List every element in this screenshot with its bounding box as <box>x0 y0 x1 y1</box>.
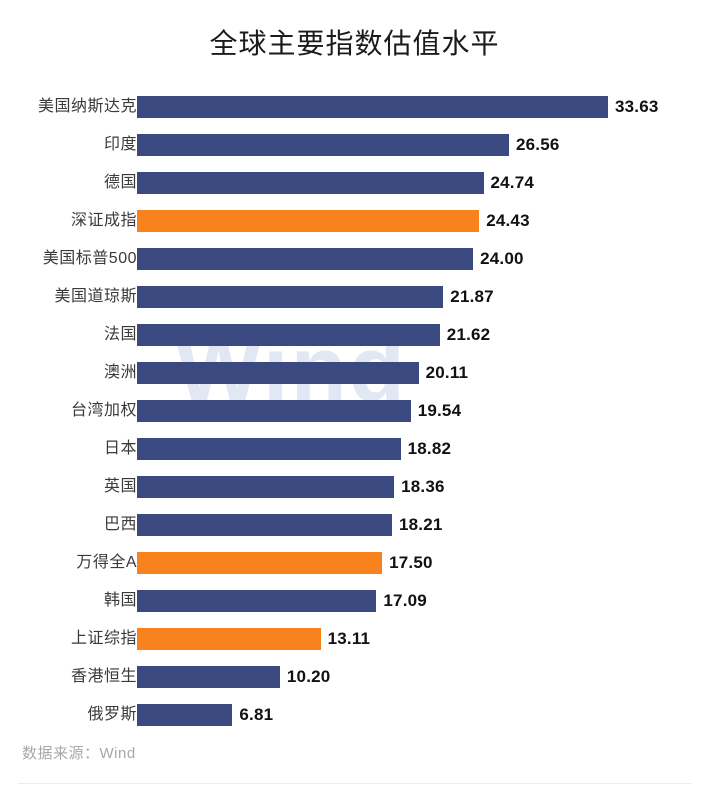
bar-row: 德国 24.74 <box>0 164 709 202</box>
bar <box>137 286 444 308</box>
bar-category-label: 上证综指 <box>70 630 137 647</box>
bar-value-label: 26.56 <box>516 135 560 154</box>
bar-category-label: 台湾加权 <box>70 402 137 419</box>
bar <box>137 248 474 270</box>
bar-category-label: 美国纳斯达克 <box>37 98 137 115</box>
bar-value-label: 24.43 <box>486 211 530 230</box>
bar-value-label: 33.63 <box>615 97 659 116</box>
bar-category-label: 韩国 <box>103 592 137 609</box>
bar-value-label: 18.82 <box>407 439 452 458</box>
bar-category-label: 美国道琼斯 <box>54 288 137 305</box>
bar-track: 18.36 <box>137 476 697 498</box>
bar <box>137 476 395 498</box>
bar-category-label: 美国标普500 <box>42 250 137 267</box>
bar-row: 澳洲 20.11 <box>0 354 709 392</box>
bar-category-label: 巴西 <box>103 516 137 533</box>
bar-value-label: 21.87 <box>450 287 494 306</box>
bar-value-label: 21.62 <box>446 325 491 344</box>
bar-highlighted <box>137 628 321 650</box>
bar <box>137 134 509 156</box>
bar <box>137 704 233 726</box>
bar-track: 21.62 <box>137 324 697 346</box>
bar-category-label: 俄罗斯 <box>87 706 137 723</box>
bar <box>137 514 392 536</box>
bar-category-label: 法国 <box>103 326 137 343</box>
bar-track: 24.43 <box>137 210 697 232</box>
bar-row: 俄罗斯 6.81 <box>0 696 709 734</box>
bar <box>137 362 419 384</box>
bar-track: 24.00 <box>137 248 697 270</box>
chart-title: 全球主要指数估值水平 <box>209 28 500 59</box>
bar-category-label: 英国 <box>103 478 137 495</box>
bottom-divider <box>18 783 691 784</box>
bar-row: 日本 18.82 <box>0 430 709 468</box>
bar-row: 美国纳斯达克 33.63 <box>0 88 709 126</box>
bar-track: 10.20 <box>137 666 697 688</box>
bar-track: 18.82 <box>137 438 697 460</box>
bar <box>137 666 280 688</box>
bar-value-label: 24.74 <box>490 173 535 192</box>
bar <box>137 438 401 460</box>
bar-category-label: 澳洲 <box>103 364 137 381</box>
bar-track: 13.11 <box>137 628 697 650</box>
bar-row: 韩国 17.09 <box>0 582 709 620</box>
bar <box>137 96 608 118</box>
bar-value-label: 17.09 <box>383 591 427 610</box>
bar-value-label: 6.81 <box>239 705 274 724</box>
bar-highlighted <box>137 552 383 574</box>
bar-value-label: 24.00 <box>480 249 524 268</box>
bar-value-label: 18.21 <box>399 515 443 534</box>
bar-track: 19.54 <box>137 400 697 422</box>
bar-category-label: 日本 <box>103 440 137 457</box>
bar-row: 万得全A 17.50 <box>0 544 709 582</box>
bar-value-label: 19.54 <box>417 401 462 420</box>
bar-track: 33.63 <box>137 96 697 118</box>
bar-track: 17.09 <box>137 590 697 612</box>
bar-row: 巴西 18.21 <box>0 506 709 544</box>
bar-value-label: 17.50 <box>389 553 433 572</box>
bar-value-label: 20.11 <box>425 363 469 382</box>
bar-row: 深证成指 24.43 <box>0 202 709 240</box>
bar-track: 26.56 <box>137 134 697 156</box>
bar-track: 17.50 <box>137 552 697 574</box>
bar-value-label: 18.36 <box>401 477 445 496</box>
bar-chart-plot-area: 美国纳斯达克 33.63 印度 26.56 德国 24.74 深证成指 24.43 美国标普50… <box>0 88 709 726</box>
bar-track: 20.11 <box>137 362 697 384</box>
bar-track: 18.21 <box>137 514 697 536</box>
bar <box>137 172 484 194</box>
bar-row: 台湾加权 19.54 <box>0 392 709 430</box>
bar-row: 美国标普500 24.00 <box>0 240 709 278</box>
bar-highlighted <box>137 210 480 232</box>
bar-row: 香港恒生 10.20 <box>0 658 709 696</box>
bar-category-label: 香港恒生 <box>70 668 137 685</box>
bar-track: 21.87 <box>137 286 697 308</box>
bar-category-label: 印度 <box>103 136 137 153</box>
bar-category-label: 德国 <box>103 174 137 191</box>
bar-row: 上证综指 13.11 <box>0 620 709 658</box>
bar-row: 美国道琼斯 21.87 <box>0 278 709 316</box>
bar-value-label: 13.11 <box>327 629 371 648</box>
bar-row: 法国 21.62 <box>0 316 709 354</box>
bar-row: 英国 18.36 <box>0 468 709 506</box>
source-note: 数据来源：Wind <box>22 745 136 762</box>
bar <box>137 324 440 346</box>
bar <box>137 400 411 422</box>
bar-category-label: 万得全A <box>76 554 137 571</box>
bar-category-label: 深证成指 <box>70 212 137 229</box>
bar-track: 24.74 <box>137 172 697 194</box>
bar-track: 6.81 <box>137 704 697 726</box>
bar-row: 印度 26.56 <box>0 126 709 164</box>
bar-value-label: 10.20 <box>286 667 331 686</box>
bar <box>137 590 377 612</box>
